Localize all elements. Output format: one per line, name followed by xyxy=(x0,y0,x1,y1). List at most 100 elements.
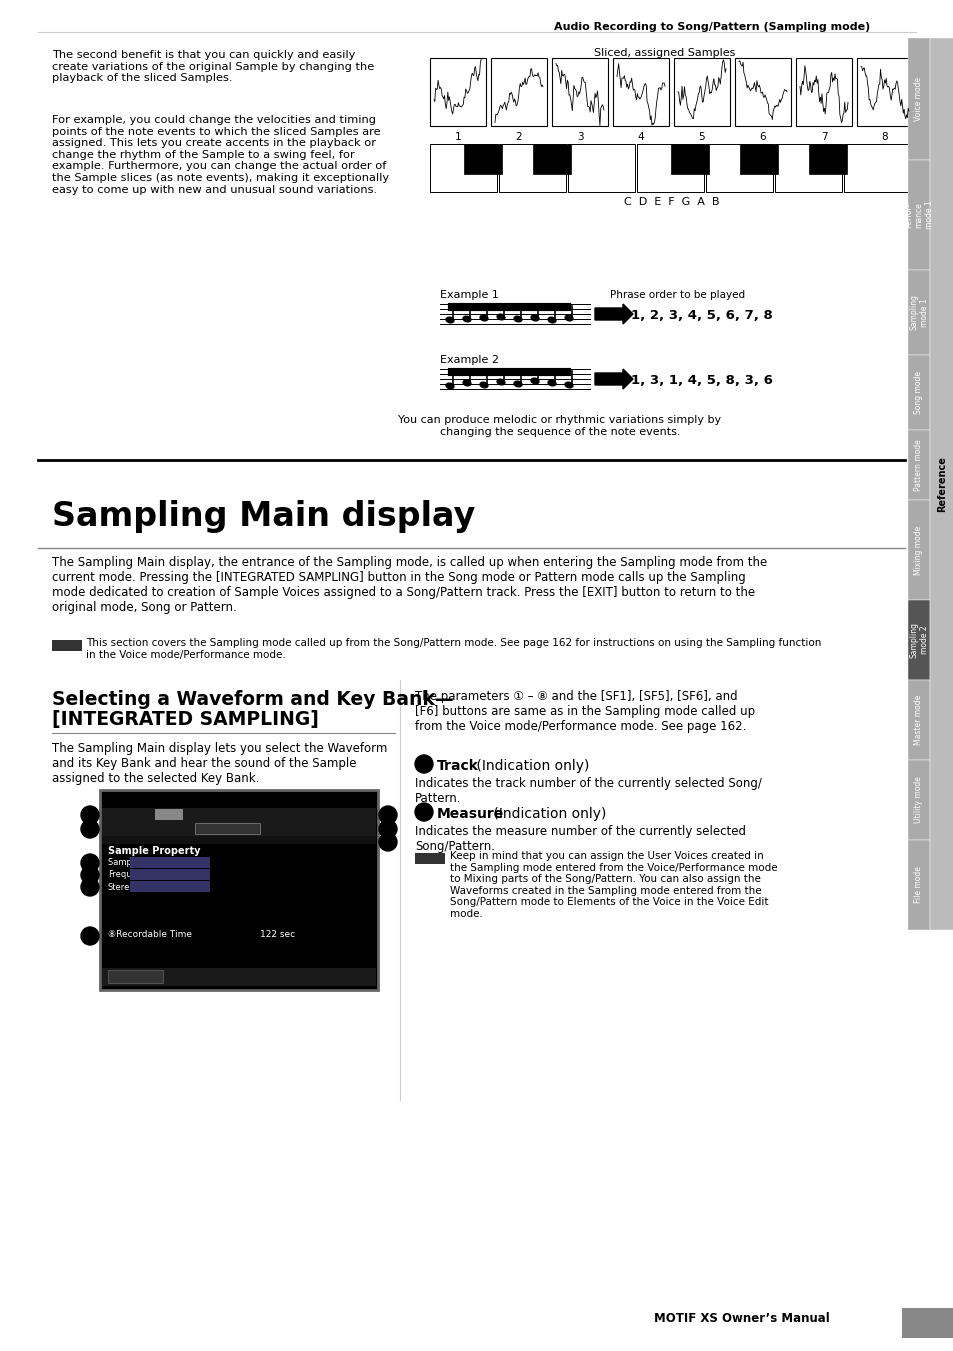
Text: 7: 7 xyxy=(820,132,826,142)
Bar xyxy=(194,823,260,834)
Text: Test Waveform: Test Waveform xyxy=(187,809,253,817)
Text: You can produce melodic or rhythmic variations simply by
changing the sequence o: You can produce melodic or rhythmic vari… xyxy=(398,415,720,436)
Text: File mode: File mode xyxy=(914,866,923,904)
Bar xyxy=(463,145,501,174)
Bar xyxy=(108,970,163,984)
Text: 44.1kHz: 44.1kHz xyxy=(158,870,192,880)
Bar xyxy=(102,821,375,836)
Bar xyxy=(491,58,546,126)
Bar xyxy=(673,58,729,126)
Text: The second benefit is that you can quickly and easily
create variations of the o: The second benefit is that you can quick… xyxy=(52,50,374,84)
Bar xyxy=(907,840,929,929)
Ellipse shape xyxy=(446,317,454,323)
Text: 2: 2 xyxy=(87,824,93,834)
Bar xyxy=(415,852,444,865)
Text: 1, 2, 3, 4, 5, 6, 7, 8: 1, 2, 3, 4, 5, 6, 7, 8 xyxy=(630,309,772,322)
Text: NOTE: NOTE xyxy=(418,854,440,861)
Text: Sample Size: Sample Size xyxy=(108,858,159,867)
Bar xyxy=(52,640,82,651)
Bar xyxy=(907,761,929,840)
Bar xyxy=(734,58,790,126)
Text: Sampling Main display: Sampling Main display xyxy=(52,500,475,534)
Bar xyxy=(907,270,929,355)
Text: (Indication only): (Indication only) xyxy=(472,759,589,773)
Ellipse shape xyxy=(497,315,504,320)
Ellipse shape xyxy=(462,316,471,322)
Text: Audition: Audition xyxy=(112,970,150,979)
Ellipse shape xyxy=(531,315,538,320)
Text: Utility mode: Utility mode xyxy=(914,777,923,824)
Bar xyxy=(102,836,375,844)
Bar xyxy=(430,58,485,126)
Text: ⑧Recordable Time: ⑧Recordable Time xyxy=(108,929,192,939)
Circle shape xyxy=(378,807,396,824)
Bar xyxy=(533,145,570,174)
Bar xyxy=(907,38,929,159)
Text: 5: 5 xyxy=(87,870,93,880)
Text: Stereo/Mono: Stereo/Mono xyxy=(108,882,161,892)
Text: 1, 3, 1, 4, 5, 8, 3, 6: 1, 3, 1, 4, 5, 8, 3, 6 xyxy=(630,374,772,386)
Bar xyxy=(154,809,183,820)
Text: 1.0kB: 1.0kB xyxy=(163,858,187,867)
Ellipse shape xyxy=(564,315,573,320)
Circle shape xyxy=(81,866,99,884)
Text: The Sampling Main display lets you select the Waveform
and its Key Bank and hear: The Sampling Main display lets you selec… xyxy=(52,742,387,785)
Text: Mixing mode: Mixing mode xyxy=(914,526,923,574)
Text: Waveform: Waveform xyxy=(108,809,153,817)
Text: Indicates the track number of the currently selected Song/
Pattern.: Indicates the track number of the curren… xyxy=(415,777,761,805)
Bar xyxy=(430,145,497,192)
Circle shape xyxy=(415,802,433,821)
Text: Example 1: Example 1 xyxy=(439,290,498,300)
Bar xyxy=(808,145,846,174)
Text: Measure: Measure xyxy=(436,807,504,821)
Text: 243: 243 xyxy=(908,1312,945,1329)
Ellipse shape xyxy=(462,380,471,386)
Circle shape xyxy=(81,854,99,871)
Text: Song mode: Song mode xyxy=(914,372,923,413)
Bar xyxy=(907,680,929,761)
Bar xyxy=(498,145,566,192)
Bar xyxy=(907,500,929,600)
Bar xyxy=(907,159,929,270)
Bar xyxy=(130,881,210,892)
Ellipse shape xyxy=(514,316,521,322)
Bar xyxy=(705,145,773,192)
Text: [INTEGRATED SAMPLING]: [INTEGRATED SAMPLING] xyxy=(52,711,318,730)
Bar xyxy=(907,355,929,430)
Ellipse shape xyxy=(446,384,454,389)
Ellipse shape xyxy=(479,315,487,320)
Text: NOTE: NOTE xyxy=(56,640,78,647)
Ellipse shape xyxy=(497,380,504,385)
Ellipse shape xyxy=(564,382,573,388)
Bar xyxy=(843,145,910,192)
Text: Select: Select xyxy=(160,793,190,802)
Bar xyxy=(130,869,210,880)
Text: The Sampling Main display, the entrance of the Sampling mode, is called up when : The Sampling Main display, the entrance … xyxy=(52,557,766,613)
Text: Mono: Mono xyxy=(163,882,186,892)
Bar xyxy=(637,145,703,192)
Circle shape xyxy=(81,927,99,944)
Text: Selecting a Waveform and Key Bank—: Selecting a Waveform and Key Bank— xyxy=(52,690,453,709)
Text: Sliced, assigned Samples: Sliced, assigned Samples xyxy=(594,49,735,58)
Ellipse shape xyxy=(547,317,556,323)
Text: For example, you could change the velocities and timing
points of the note event: For example, you could change the veloci… xyxy=(52,115,389,195)
Text: Sample Property: Sample Property xyxy=(108,846,200,857)
Circle shape xyxy=(81,807,99,824)
Bar xyxy=(552,58,607,126)
Circle shape xyxy=(81,820,99,838)
Text: KeyBank ►  Kbk: KeyBank ► Kbk xyxy=(245,970,316,979)
Bar xyxy=(130,857,210,867)
Text: Rec ►: Rec ► xyxy=(330,970,355,979)
Circle shape xyxy=(378,820,396,838)
Text: Phrase order to be played: Phrase order to be played xyxy=(609,290,744,300)
Text: 122 sec: 122 sec xyxy=(260,929,294,939)
Text: Track: Track xyxy=(286,809,310,817)
Bar xyxy=(739,145,777,174)
Ellipse shape xyxy=(479,382,487,388)
FancyArrow shape xyxy=(595,304,633,324)
Text: Velocity  1 - 127: Velocity 1 - 127 xyxy=(196,823,270,832)
Bar xyxy=(907,600,929,680)
Text: 1: 1 xyxy=(87,811,93,820)
Text: C  D  E  F  G  A  B: C D E F G A B xyxy=(623,197,719,207)
Text: Indicates the measure number of the currently selected
Song/Pattern.: Indicates the measure number of the curr… xyxy=(415,825,745,852)
